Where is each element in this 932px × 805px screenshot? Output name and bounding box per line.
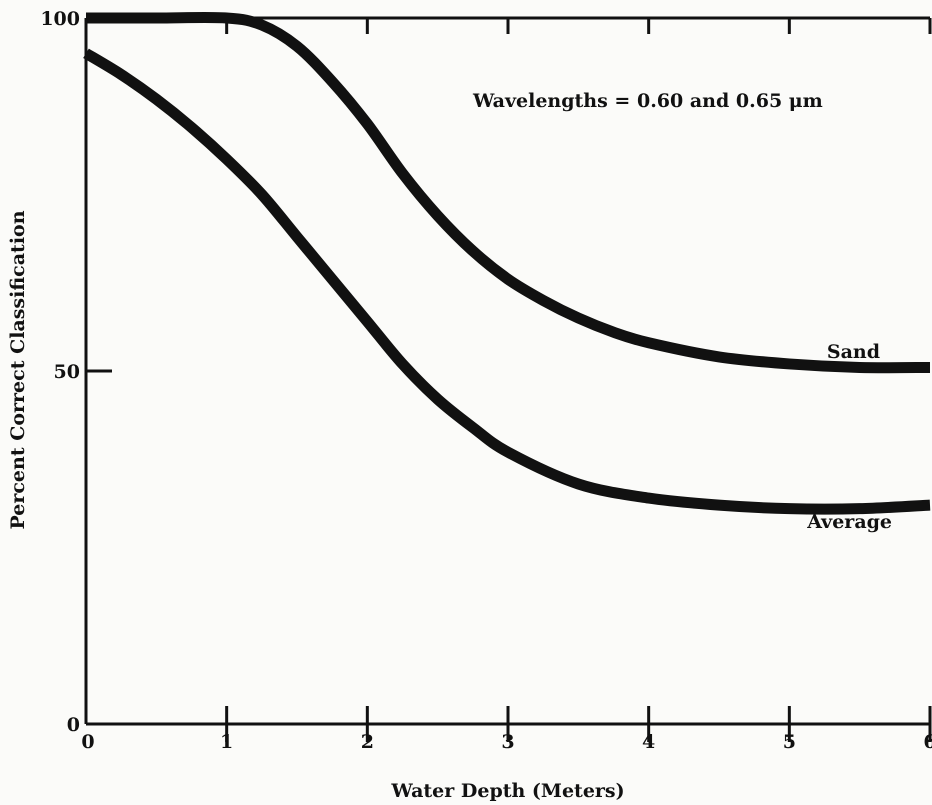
x-tick-label: 3	[501, 731, 514, 753]
series-line-sand	[86, 11, 931, 374]
y-tick-label: 50	[54, 361, 80, 383]
tick-labels: 0 1 2 3 4 5 6 0 50 100	[40, 8, 932, 753]
y-axis-title: Percent Correct Classification	[7, 210, 29, 529]
x-tick-label: 2	[361, 731, 374, 753]
series-label-average: Average	[806, 511, 892, 533]
x-tick-label: 0	[81, 731, 94, 753]
axes	[84, 16, 930, 726]
x-tick-label: 6	[923, 731, 932, 753]
wavelength-annotation: Wavelengths = 0.60 and 0.65 μm	[472, 90, 823, 112]
series-line-average	[83, 48, 931, 515]
x-tick-label: 4	[642, 731, 655, 753]
tick-marks	[86, 18, 932, 742]
x-tick-label: 5	[783, 731, 796, 753]
x-tick-label: 1	[220, 731, 233, 753]
y-tick-label: 0	[67, 714, 80, 736]
series-label-sand: Sand	[827, 341, 880, 363]
series-group	[83, 11, 931, 515]
y-tick-label: 100	[40, 8, 80, 30]
series-labels: Sand Average	[806, 341, 892, 533]
x-axis-title: Water Depth (Meters)	[390, 780, 624, 802]
